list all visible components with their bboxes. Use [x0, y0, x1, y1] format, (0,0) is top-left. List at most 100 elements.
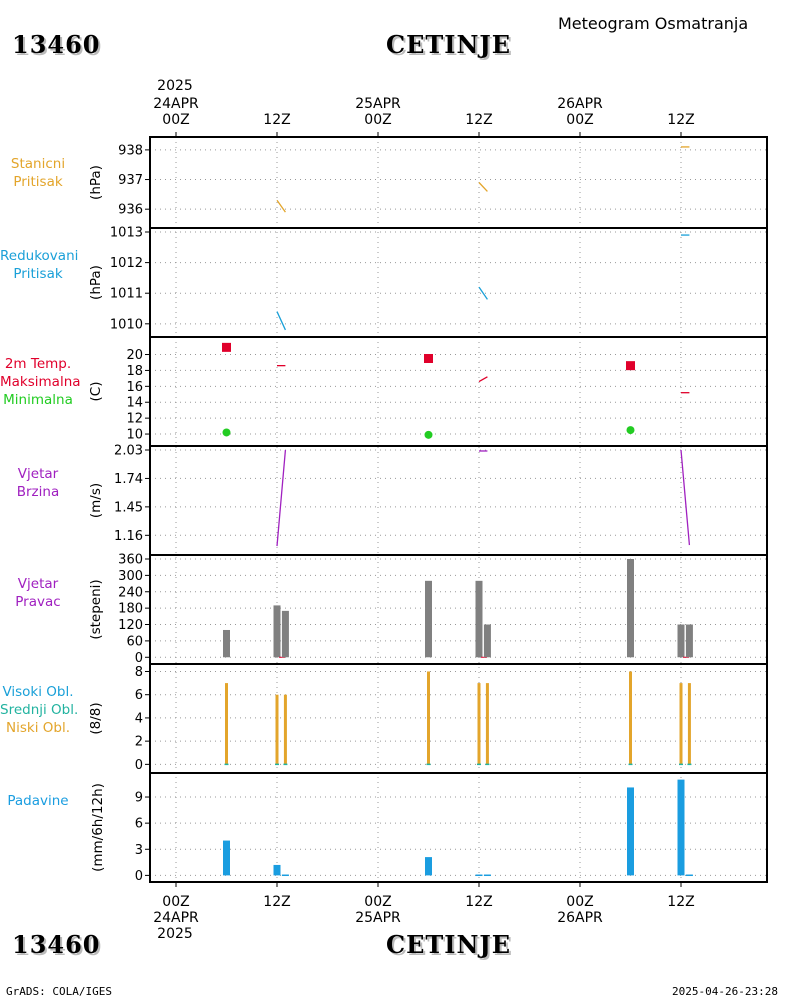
ytick-label: 16 — [126, 380, 143, 395]
data-segment — [276, 311, 287, 331]
data-segment — [680, 449, 691, 546]
panel-frame — [149, 445, 768, 556]
data-segment — [276, 199, 286, 213]
time-tick-line — [247, 910, 307, 926]
panel-label-line: Niski Obl. — [6, 720, 70, 736]
time-tick-line: 24APR — [153, 96, 199, 112]
time-tick-line: 12Z — [263, 894, 291, 910]
panel-frame — [149, 136, 768, 229]
meteogram-subtitle: Meteogram Osmatranja — [558, 14, 749, 33]
time-tick-line: 12Z — [465, 112, 493, 128]
data-bar — [627, 559, 634, 658]
tmax-point — [222, 342, 231, 352]
time-tick-line: 24APR — [153, 910, 199, 926]
ytick-label: 937 — [118, 173, 143, 188]
time-tick-label: 12Z — [247, 894, 307, 926]
time-tick-label: 00Z 26APR — [550, 894, 610, 926]
time-tick-line: 12Z — [667, 112, 695, 128]
ytick-label: 300 — [118, 569, 143, 584]
data-bar — [281, 610, 289, 658]
data-bar — [475, 874, 483, 877]
time-tick-line: 12Z — [263, 112, 291, 128]
tmin-point — [626, 426, 635, 435]
tmax-point — [626, 361, 635, 371]
data-bar — [427, 671, 430, 765]
time-tick-line: 25APR — [355, 910, 401, 926]
time-tick-label: 00Z 25APR — [348, 894, 408, 926]
ytick-label: 360 — [118, 553, 143, 568]
panel-label-line: Visoki Obl. — [2, 684, 74, 700]
ytick-label: 936 — [118, 203, 143, 218]
data-segment — [276, 449, 287, 547]
data-bar — [283, 694, 287, 765]
year-label-top: 2025 — [157, 78, 193, 94]
ytick-label: 2.03 — [114, 444, 143, 459]
panel-label-cloud-cover: Visoki Obl. Srednji Obl. Niski Obl. — [0, 683, 79, 737]
panel-label-line: 2m Temp. — [4, 356, 72, 372]
time-tick-line — [449, 910, 509, 926]
ytick-label: 1.74 — [114, 472, 143, 487]
ytick-label: 20 — [126, 348, 143, 363]
data-bar — [679, 683, 683, 765]
panel-label-wind-direction: Vjetar Pravac — [0, 575, 76, 611]
ytick-label: 6 — [135, 688, 143, 703]
panel-frame — [149, 227, 768, 338]
time-tick-line: 00Z — [566, 112, 594, 128]
panel-label-line: Redukovani — [0, 248, 79, 264]
yaxis-title: (hPa) — [88, 265, 104, 300]
yaxis-title: (C) — [88, 382, 104, 402]
tmin-point — [424, 430, 433, 439]
panel-frame — [149, 772, 768, 883]
ytick-label: 0 — [135, 651, 143, 666]
ytick-label: 938 — [118, 143, 143, 158]
data-bar — [483, 624, 491, 658]
data-segment — [478, 376, 488, 383]
time-tick-line: 00Z — [364, 894, 392, 910]
panel-frame — [149, 336, 768, 447]
ytick-label: 8 — [135, 665, 143, 680]
data-bar — [281, 874, 289, 877]
time-tick-label: 12Z — [247, 96, 307, 128]
time-tick-label: 25APR 00Z — [348, 96, 408, 128]
panel-label-reduced-pressure: Redukovani Pritisak — [0, 247, 79, 283]
time-tick-line: 26APR — [557, 96, 603, 112]
time-tick-line: 12Z — [667, 894, 695, 910]
data-bar — [273, 864, 281, 876]
station-name-bottom: CETINJE — [386, 930, 512, 959]
ytick-label: 9 — [135, 791, 143, 806]
panel-label-line: Pritisak — [13, 266, 63, 282]
panel-label-line: Maksimalna — [0, 374, 81, 390]
data-bar — [425, 857, 432, 876]
data-bar — [483, 874, 491, 877]
ytick-label: 6 — [135, 817, 143, 832]
ytick-label: 1010 — [110, 317, 143, 332]
station-id-bottom: 13460 — [12, 930, 101, 959]
panel-label-temperature: 2m Temp. Maksimalna Minimalna — [0, 355, 81, 409]
data-bar — [275, 694, 279, 765]
ytick-label: 1.16 — [114, 529, 143, 544]
yaxis-title: (m/s) — [88, 483, 104, 518]
panel-frame — [149, 663, 768, 774]
panel-label-line: Stanicni — [10, 156, 66, 172]
ytick-label: 3 — [135, 843, 143, 858]
ytick-label: 14 — [126, 396, 143, 411]
ytick-label: 180 — [118, 602, 143, 617]
data-bar — [475, 580, 483, 658]
time-tick-line: 26APR — [557, 910, 603, 926]
year-label-bottom: 2025 — [157, 926, 193, 942]
ytick-label: 1011 — [110, 287, 143, 302]
panel-label-line: Pritisak — [13, 174, 63, 190]
panel-label-precipitation: Padavine — [0, 792, 76, 810]
data-segment — [478, 182, 488, 192]
time-tick-line: 00Z — [162, 894, 190, 910]
footer-timestamp: 2025-04-26-23:28 — [672, 985, 778, 998]
data-bar — [485, 683, 489, 765]
panel-label-line: Srednji Obl. — [0, 702, 79, 718]
panel-label-line: Pravac — [15, 594, 61, 610]
ytick-label: 0 — [135, 758, 143, 773]
time-tick-label: 12Z — [449, 96, 509, 128]
time-tick-line: 00Z — [162, 112, 190, 128]
tmin-point — [222, 428, 231, 437]
time-tick-line: 25APR — [355, 96, 401, 112]
panel-label-station-pressure: Stanicni Pritisak — [0, 155, 76, 191]
